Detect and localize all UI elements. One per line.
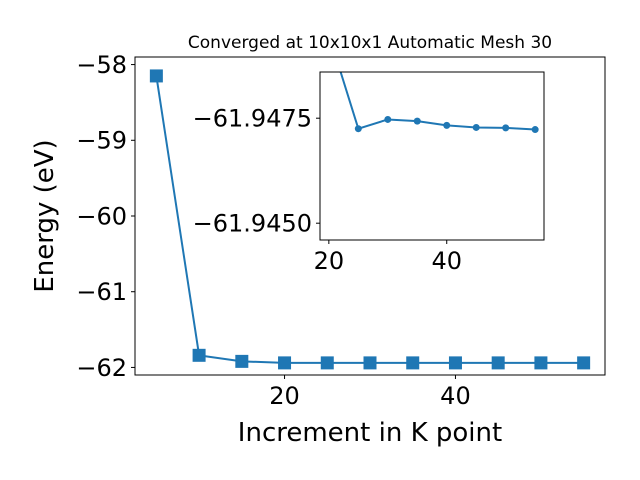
y-tick-label: −62 — [76, 354, 127, 382]
y-tick-label: −58 — [76, 51, 127, 79]
data-point-marker — [491, 356, 505, 370]
x-axis-label: Increment in K point — [238, 418, 502, 448]
data-point-marker — [235, 354, 249, 368]
y-tick-label: −59 — [76, 127, 127, 155]
data-point-marker — [448, 356, 462, 370]
chart-title: Converged at 10x10x1 Automatic Mesh 30 — [188, 33, 552, 53]
data-point-marker — [320, 356, 334, 370]
inset-background — [320, 72, 544, 240]
data-point-marker — [192, 348, 206, 362]
data-point-marker — [149, 69, 163, 83]
y-tick-label: −61 — [76, 278, 127, 306]
x-tick-label: 40 — [440, 382, 471, 410]
data-point-marker — [502, 124, 510, 132]
x-tick-label: 20 — [314, 247, 345, 275]
y-tick-label: −60 — [76, 202, 127, 230]
inset-axes: −61.9475−61.9450 20 40 — [193, 71, 545, 275]
main-y-ticks: −62 −61 −60 −59 −58 — [76, 51, 135, 382]
data-point-marker — [413, 117, 421, 125]
data-point-marker — [443, 121, 451, 129]
inset-plot-frame — [319, 71, 545, 241]
data-point-marker — [354, 125, 362, 133]
inset-x-ticks: 20 40 — [314, 240, 462, 275]
data-point-marker — [534, 356, 548, 370]
x-tick-label: 40 — [431, 247, 462, 275]
data-point-marker — [384, 115, 392, 123]
x-tick-label: 20 — [269, 382, 300, 410]
main-series-markers — [149, 69, 591, 370]
data-point-marker — [472, 123, 480, 131]
data-point-marker — [577, 356, 591, 370]
data-point-marker — [278, 356, 292, 370]
data-point-marker — [531, 126, 539, 134]
y-axis-label: Energy (eV) — [30, 139, 60, 292]
main-x-ticks: 20 40 — [269, 375, 471, 410]
inset-series-line — [339, 72, 536, 131]
data-point-marker — [363, 356, 377, 370]
inset-y-ticks: −61.9475 −61.9450 — [193, 105, 320, 238]
y-tick-label: −61.9475 — [193, 105, 312, 133]
main-axes: Converged at 10x10x1 Automatic Mesh 30 −… — [30, 33, 606, 448]
inset-series-markers — [354, 115, 539, 134]
y-tick-label: −61.9450 — [193, 210, 312, 238]
data-point-marker — [406, 356, 420, 370]
